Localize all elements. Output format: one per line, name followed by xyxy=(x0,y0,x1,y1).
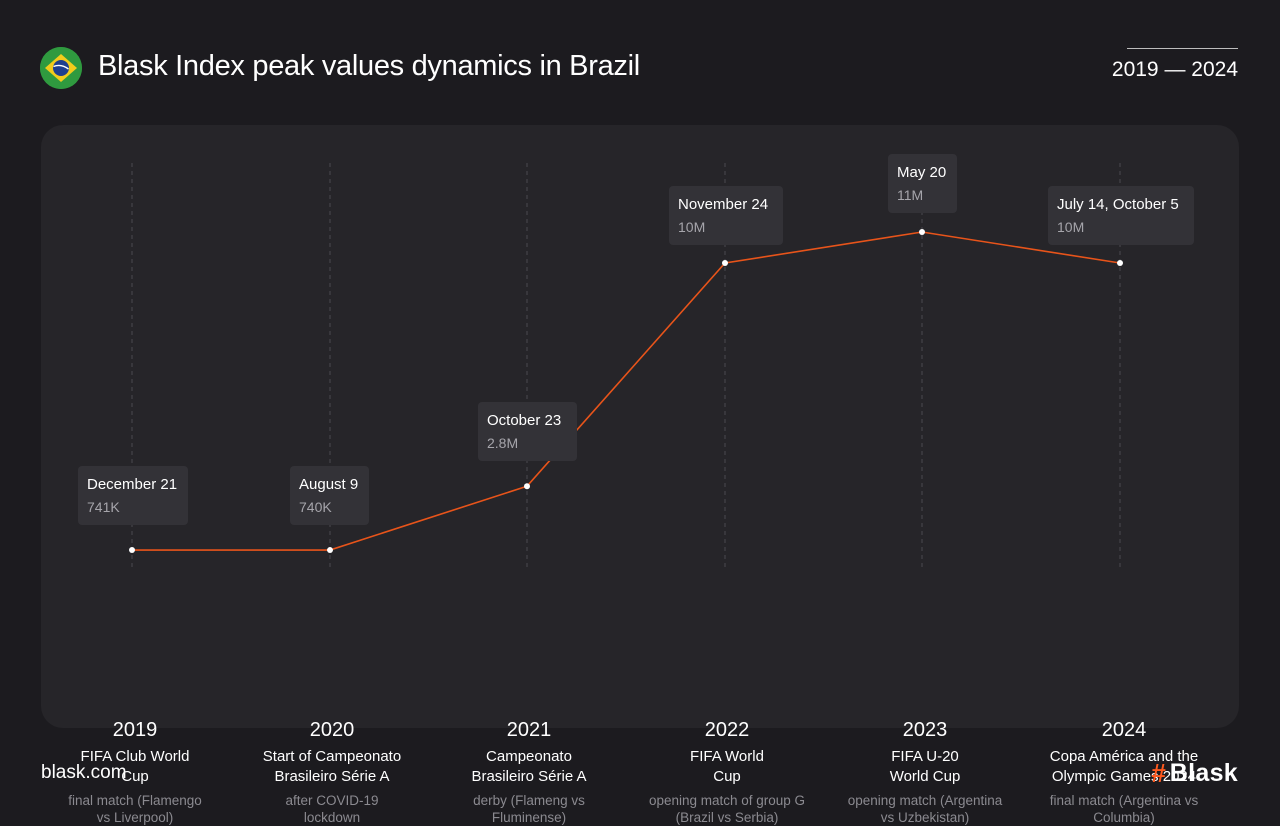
event-note: opening match of group G (Brazil vs Serb… xyxy=(648,793,806,825)
tooltip-2023: May 20 11M xyxy=(888,154,957,213)
event-note: opening match (Argentina vs Uzbekistan) xyxy=(847,793,1003,825)
data-point-2020[interactable] xyxy=(327,547,333,554)
event-title: Campeonato Brasileiro Série A xyxy=(471,748,587,785)
year-label: 2021 xyxy=(506,719,552,741)
tooltip-date: August 9 xyxy=(299,476,359,493)
event-note: after COVID-19 lockdown xyxy=(285,793,379,825)
tooltip-value: 10M xyxy=(1057,219,1085,235)
column-2021: 2021 Campeonato Brasileiro Série A derby… xyxy=(434,716,624,826)
chart-panel: 2019 FIFA Club World Cup final match (Fl… xyxy=(41,125,1239,825)
brazil-flag-icon xyxy=(40,47,82,89)
tooltip-2019: December 21 741K xyxy=(78,466,188,525)
tooltip-2024: July 14, October 5 10M xyxy=(1048,186,1194,245)
column-2023: 2023 FIFA U-20 World Cup opening match (… xyxy=(830,716,1020,826)
series-line xyxy=(131,231,1121,551)
tooltip-2020: August 9 740K xyxy=(290,466,369,525)
tooltip-date: May 20 xyxy=(897,164,947,181)
year-label: 2020 xyxy=(309,719,355,741)
data-point-2021[interactable] xyxy=(524,483,530,490)
tooltip-value: 2.8M xyxy=(487,435,519,451)
tooltip-2021: October 23 2.8M xyxy=(478,402,577,461)
event-note: final match (Flamengo vs Liverpool) xyxy=(68,793,202,825)
data-point-2024[interactable] xyxy=(1117,260,1123,266)
period-label: 2019 — 2024 xyxy=(1111,58,1238,81)
event-title: FIFA U-20 World Cup xyxy=(889,748,961,785)
year-label: 2019 xyxy=(112,719,158,741)
event-title: FIFA World Cup xyxy=(690,748,764,785)
event-title: Copa América and the Olympic Games 2024 xyxy=(1049,748,1199,785)
footer-site-link[interactable]: blask.com xyxy=(41,762,127,783)
hash-icon: # xyxy=(1151,758,1166,788)
page-title: Blask Index peak values dynamics in Braz… xyxy=(98,50,640,82)
tooltip-value: 10M xyxy=(678,219,706,235)
column-2022: 2022 FIFA World Cup opening match of gro… xyxy=(632,716,822,826)
blask-logo: # Blask xyxy=(1151,758,1238,788)
tooltip-date: December 21 xyxy=(87,476,178,493)
tooltip-value: 11M xyxy=(897,187,924,203)
year-label: 2024 xyxy=(1101,719,1147,741)
event-title: FIFA Club World Cup xyxy=(80,748,190,785)
data-point-2023[interactable] xyxy=(919,229,925,235)
column-2020: 2020 Start of Campeonato Brasileiro Séri… xyxy=(237,716,427,826)
tooltip-value: 740K xyxy=(299,499,332,515)
year-label: 2023 xyxy=(902,719,948,741)
data-point-2019[interactable] xyxy=(129,547,135,554)
tooltip-value: 741K xyxy=(87,499,120,515)
period-divider xyxy=(1127,48,1238,49)
tooltip-2022: November 24 10M xyxy=(669,186,783,245)
event-note: final match (Argentina vs Columbia) xyxy=(1049,793,1199,825)
event-note: derby (Flameng vs Fluminense) xyxy=(473,793,585,825)
tooltip-date: November 24 xyxy=(678,196,769,213)
line-chart xyxy=(129,163,1123,570)
tooltip-date: July 14, October 5 xyxy=(1057,196,1179,213)
event-title: Start of Campeonato Brasileiro Série A xyxy=(262,748,402,785)
data-point-2022[interactable] xyxy=(722,260,728,266)
tooltip-date: October 23 xyxy=(487,412,562,429)
logo-text: Blask xyxy=(1169,759,1238,787)
year-label: 2022 xyxy=(704,719,750,741)
